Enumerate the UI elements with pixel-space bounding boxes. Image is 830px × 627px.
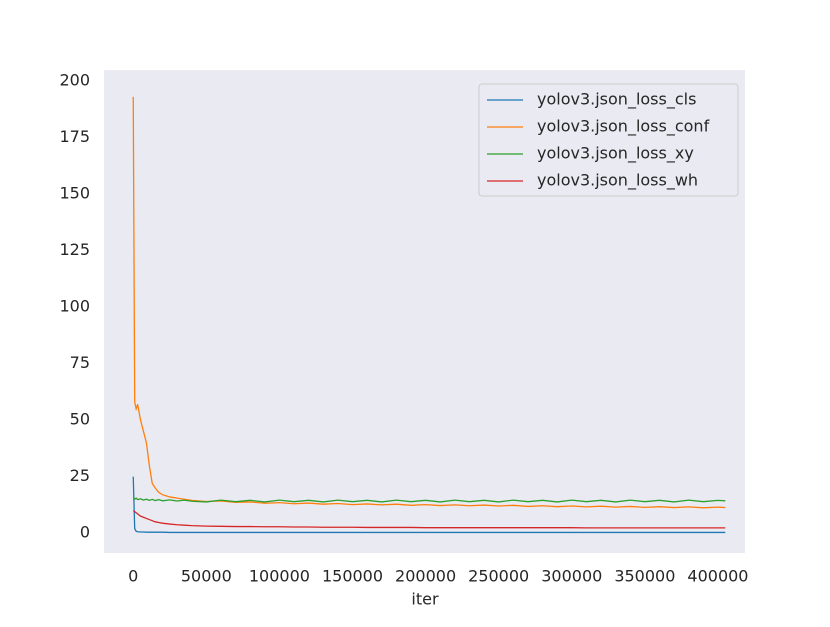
y-tick-label: 0 — [80, 523, 90, 542]
x-tick-label: 400000 — [687, 567, 748, 586]
legend-label: yolov3.json_loss_wh — [537, 171, 698, 191]
x-tick-label: 0 — [128, 567, 138, 586]
x-tick-label: 100000 — [249, 567, 310, 586]
y-tick-label: 50 — [70, 410, 90, 429]
series-line — [132, 96, 726, 509]
y-tick-label: 25 — [70, 466, 90, 485]
y-tick-label: 175 — [59, 127, 90, 146]
x-tick-label: 200000 — [395, 567, 456, 586]
y-tick-label: 150 — [59, 184, 90, 203]
y-tick-label: 100 — [59, 297, 90, 316]
legend-label: yolov3.json_loss_cls — [537, 90, 696, 110]
legend-label: yolov3.json_loss_xy — [537, 144, 694, 164]
legend-label: yolov3.json_loss_conf — [537, 117, 710, 137]
y-tick-label: 75 — [70, 353, 90, 372]
x-tick-label: 50000 — [181, 567, 232, 586]
x-axis-label: iter — [411, 590, 439, 609]
y-tick-label: 200 — [59, 71, 90, 90]
series-line — [132, 509, 726, 529]
y-tick-label: 125 — [59, 240, 90, 259]
series-line — [132, 496, 726, 503]
x-tick-label: 250000 — [468, 567, 529, 586]
x-tick-label: 150000 — [322, 567, 383, 586]
x-tick-label: 300000 — [541, 567, 602, 586]
legend-box — [478, 83, 739, 197]
series-line — [132, 476, 726, 534]
x-tick-label: 350000 — [614, 567, 675, 586]
